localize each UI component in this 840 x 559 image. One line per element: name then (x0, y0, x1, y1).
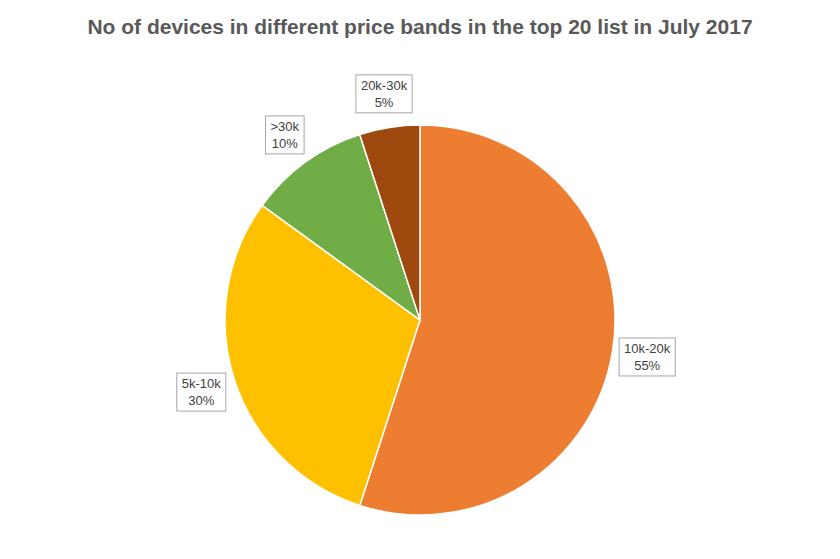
data-label: 5k-10k 30% (177, 373, 226, 411)
label-value: 5% (375, 95, 394, 110)
data-label: >30k 10% (266, 116, 305, 154)
label-category: 20k-30k (361, 78, 408, 93)
data-label: 10k-20k 55% (619, 338, 675, 376)
data-label: 20k-30k 5% (356, 75, 412, 113)
label-box (619, 338, 675, 376)
label-category: 10k-20k (624, 341, 671, 356)
label-value: 55% (634, 358, 660, 373)
label-category: >30k (271, 119, 300, 134)
label-box (356, 75, 412, 113)
slice (360, 125, 420, 320)
chart: No of devices in different price bands i… (0, 0, 840, 559)
label-box (177, 373, 226, 411)
label-category: 5k-10k (182, 376, 222, 391)
title-line: No of devices in different price bands i… (87, 15, 752, 38)
label-value: 30% (188, 393, 214, 408)
pie (225, 125, 615, 515)
title: No of devices in different price bands i… (87, 15, 752, 38)
label-value: 10% (272, 136, 298, 151)
label-box (266, 116, 305, 154)
data-labels: 10k-20k 55% 5k-10k 30% >30k 10% 20k-30k 5% (177, 75, 676, 411)
